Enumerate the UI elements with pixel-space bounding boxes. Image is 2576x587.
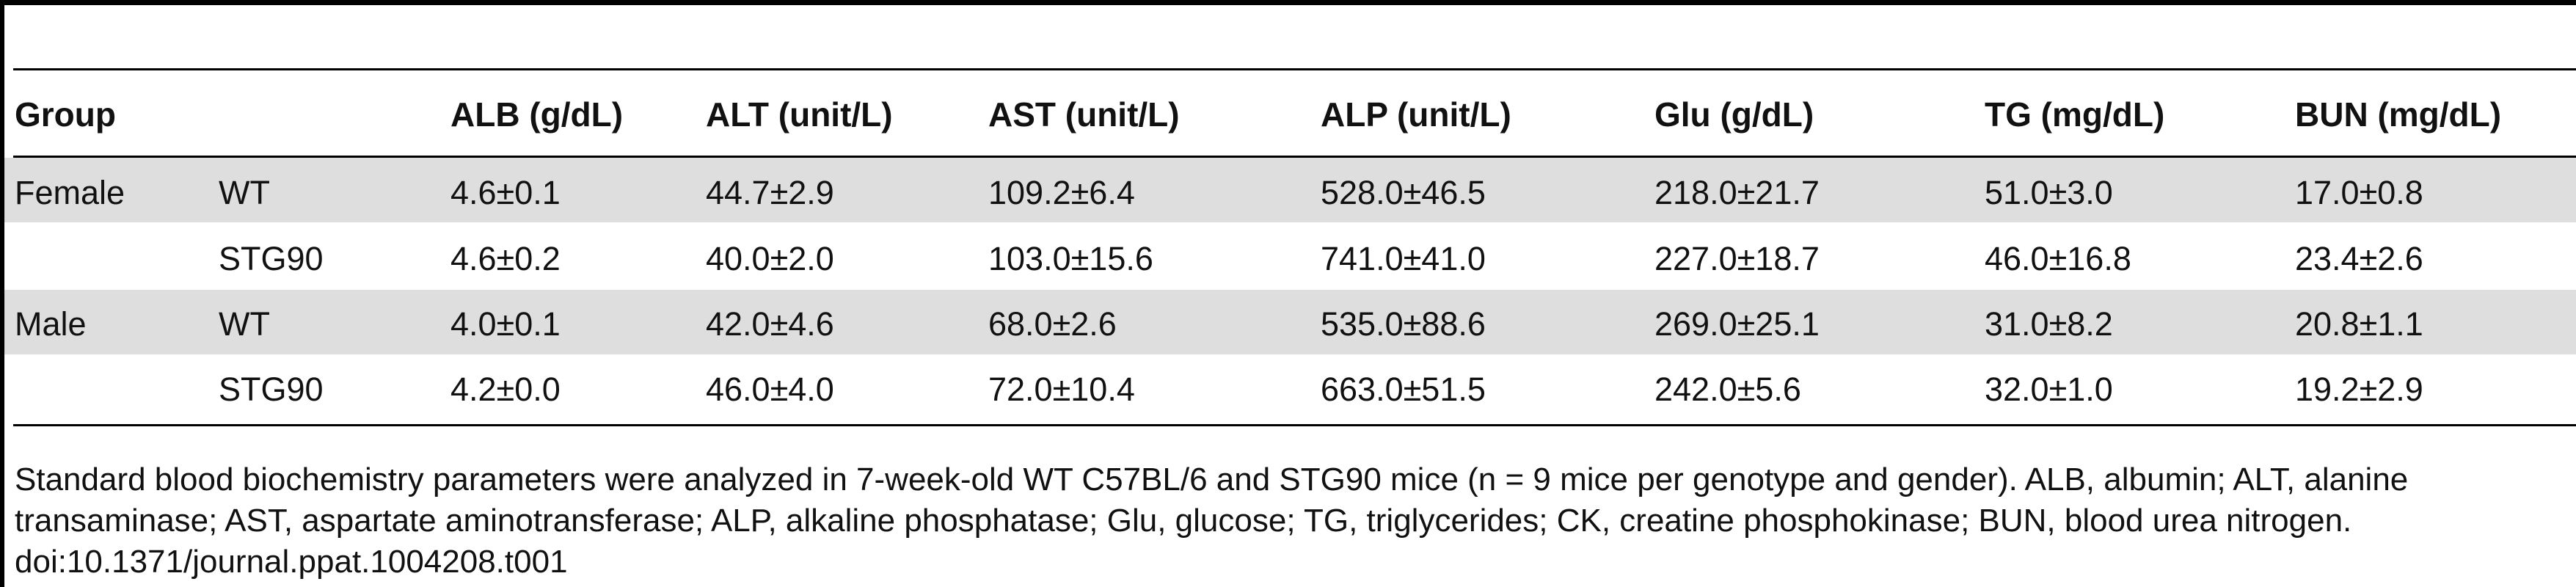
cell-ast: 103.0±15.6 xyxy=(988,240,1153,277)
footnote-line-2: transaminase; AST, aspartate aminotransf… xyxy=(15,503,2352,539)
cell-glu: 218.0±21.7 xyxy=(1654,174,1820,211)
cell-group: Male xyxy=(15,305,87,343)
cell-bun: 17.0±0.8 xyxy=(2295,174,2423,211)
header-tg: TG (mg/dL) xyxy=(1985,95,2165,134)
header-top-rule xyxy=(13,68,2576,70)
cell-alb: 4.6±0.1 xyxy=(450,174,561,211)
doi-text: doi:10.1371/journal.ppat.1004208.t001 xyxy=(15,544,568,580)
header-alp: ALP (unit/L) xyxy=(1321,95,1511,134)
cell-tg: 32.0±1.0 xyxy=(1985,371,2113,408)
cell-glu: 242.0±5.6 xyxy=(1654,371,1801,408)
cell-genotype: STG90 xyxy=(219,371,324,408)
table-footnote: Standard blood biochemistry parameters w… xyxy=(15,459,2575,583)
cell-group: Female xyxy=(15,174,125,211)
footnote-line-1: Standard blood biochemistry parameters w… xyxy=(15,462,2409,497)
cell-alb: 4.6±0.2 xyxy=(450,240,561,277)
cell-alp: 663.0±51.5 xyxy=(1321,371,1486,408)
header-glu: Glu (g/dL) xyxy=(1654,95,1814,134)
cell-alt: 40.0±2.0 xyxy=(706,240,834,277)
cell-alp: 535.0±88.6 xyxy=(1321,305,1486,343)
header-bun: BUN (mg/dL) xyxy=(2295,95,2502,134)
header-alb: ALB (g/dL) xyxy=(450,95,624,134)
cell-ast: 72.0±10.4 xyxy=(988,371,1135,408)
header-ast: AST (unit/L) xyxy=(988,95,1180,134)
cell-alt: 46.0±4.0 xyxy=(706,371,834,408)
cell-genotype: STG90 xyxy=(219,240,324,277)
cell-tg: 31.0±8.2 xyxy=(1985,305,2113,343)
cell-alp: 528.0±46.5 xyxy=(1321,174,1486,211)
header-alt: ALT (unit/L) xyxy=(706,95,893,134)
cell-glu: 269.0±25.1 xyxy=(1654,305,1820,343)
cell-tg: 46.0±16.8 xyxy=(1985,240,2131,277)
row-band-male-wt xyxy=(4,290,2576,354)
cell-bun: 20.8±1.1 xyxy=(2295,305,2423,343)
cell-alt: 42.0±4.6 xyxy=(706,305,834,343)
cell-alt: 44.7±2.9 xyxy=(706,174,834,211)
table-bottom-rule xyxy=(13,424,2576,426)
cell-genotype: WT xyxy=(219,305,270,343)
cell-alb: 4.0±0.1 xyxy=(450,305,561,343)
header-group: Group xyxy=(15,95,116,134)
cell-glu: 227.0±18.7 xyxy=(1654,240,1820,277)
cell-bun: 23.4±2.6 xyxy=(2295,240,2423,277)
cell-alp: 741.0±41.0 xyxy=(1321,240,1486,277)
cell-bun: 19.2±2.9 xyxy=(2295,371,2423,408)
cell-ast: 68.0±2.6 xyxy=(988,305,1117,343)
cell-genotype: WT xyxy=(219,174,270,211)
header-bottom-rule xyxy=(13,156,2576,158)
cell-ast: 109.2±6.4 xyxy=(988,174,1135,211)
left-border-rule xyxy=(0,0,4,587)
cell-tg: 51.0±3.0 xyxy=(1985,174,2113,211)
top-border-rule xyxy=(0,0,2576,5)
cell-alb: 4.2±0.0 xyxy=(450,371,561,408)
row-band-female-wt xyxy=(4,158,2576,222)
